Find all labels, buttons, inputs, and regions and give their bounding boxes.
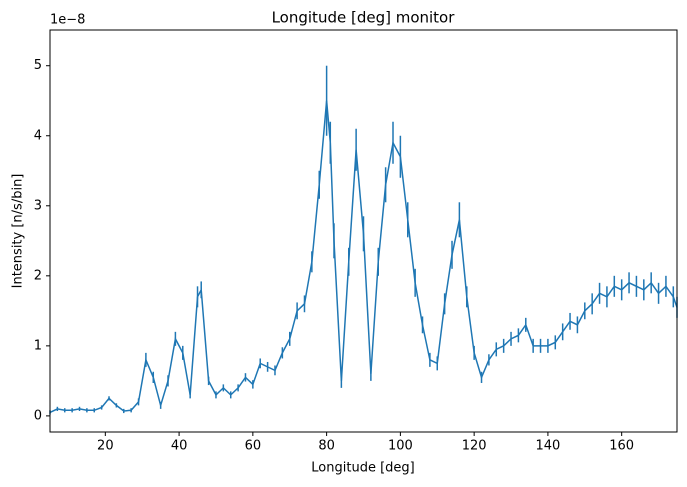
data-line [49, 100, 678, 414]
y-axis-label: Intensity [n/s/bin] [11, 174, 26, 289]
x-tick-label: 120 [462, 439, 487, 454]
chart-title: Longitude [deg] monitor [272, 9, 456, 27]
y-tick-label: 2 [34, 268, 42, 283]
x-tick-label: 100 [388, 439, 413, 454]
x-tick-label: 60 [245, 439, 262, 454]
plot-frame [49, 29, 678, 433]
x-tick-label: 80 [318, 439, 335, 454]
x-tick-label: 140 [535, 439, 560, 454]
x-axis-label: Longitude [deg] [311, 461, 414, 476]
y-tick-label: 1 [34, 338, 42, 353]
y-tick-label: 3 [34, 198, 42, 213]
x-tick-label: 40 [171, 439, 188, 454]
offset-text: 1e−8 [50, 13, 85, 28]
x-tick-label: 20 [97, 439, 114, 454]
y-tick-label: 0 [34, 408, 42, 423]
y-tick-label: 5 [34, 58, 42, 73]
y-tick-label: 4 [34, 128, 42, 143]
x-tick-label: 160 [609, 439, 634, 454]
